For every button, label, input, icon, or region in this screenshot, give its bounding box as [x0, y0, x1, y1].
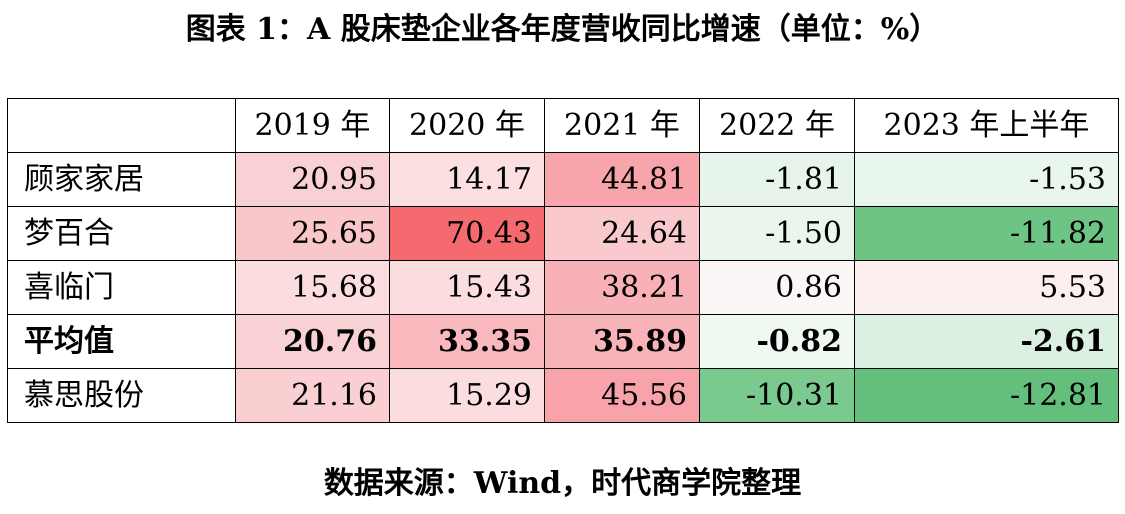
table-body: 顾家家居 20.95 14.17 44.81 -1.81 -1.53 梦百合 25.65 70.…: [7, 152, 1119, 423]
table-cell: 15.68: [235, 260, 390, 315]
table-cell: 45.56: [544, 368, 700, 423]
table-cell: 15.43: [389, 260, 545, 315]
table-cell: 35.89: [544, 314, 700, 369]
table-cell: 5.53: [854, 260, 1119, 315]
header-2022: 2022 年: [699, 98, 855, 153]
table-cell: -0.82: [699, 314, 855, 369]
row-label: 平均值: [7, 314, 236, 369]
header-2023h1: 2023 年上半年: [854, 98, 1119, 153]
table-cell: 21.16: [235, 368, 390, 423]
table-cell: -10.31: [699, 368, 855, 423]
table-cell: -2.61: [854, 314, 1119, 369]
data-source-note: 数据来源：Wind，时代商学院整理: [323, 466, 802, 501]
header-corner: [7, 98, 236, 153]
table-cell: 20.76: [235, 314, 390, 369]
table-cell: 44.81: [544, 152, 700, 207]
table-cell: 25.65: [235, 206, 390, 261]
table-cell: 70.43: [389, 206, 545, 261]
row-label: 慕思股份: [7, 368, 236, 423]
chart-title: 图表 1：A 股床垫企业各年度营收同比增速（单位：%）: [185, 12, 940, 47]
table-row: 平均值 20.76 33.35 35.89 -0.82 -2.61: [7, 314, 1119, 369]
table-row: 梦百合 25.65 70.43 24.64 -1.50 -11.82: [7, 206, 1119, 261]
table-cell: -1.50: [699, 206, 855, 261]
table-row: 喜临门 15.68 15.43 38.21 0.86 5.53: [7, 260, 1119, 315]
header-2020: 2020 年: [389, 98, 545, 153]
row-label: 梦百合: [7, 206, 236, 261]
table-cell: 15.29: [389, 368, 545, 423]
table-cell: 24.64: [544, 206, 700, 261]
table-cell: -12.81: [854, 368, 1119, 423]
header-2019: 2019 年: [235, 98, 390, 153]
header-2021: 2021 年: [544, 98, 700, 153]
table-header-row: 2019 年 2020 年 2021 年 2022 年 2023 年上半年: [7, 98, 1119, 153]
table-row: 顾家家居 20.95 14.17 44.81 -1.81 -1.53: [7, 152, 1119, 207]
table-cell: 0.86: [699, 260, 855, 315]
table-cell: 33.35: [389, 314, 545, 369]
table-cell: 14.17: [389, 152, 545, 207]
table-cell: 38.21: [544, 260, 700, 315]
table-cell: -1.53: [854, 152, 1119, 207]
table-cell: 20.95: [235, 152, 390, 207]
table-cell: -1.81: [699, 152, 855, 207]
table-row: 慕思股份 21.16 15.29 45.56 -10.31 -12.81: [7, 368, 1119, 423]
row-label: 顾家家居: [7, 152, 236, 207]
row-label: 喜临门: [7, 260, 236, 315]
growth-table: 2019 年 2020 年 2021 年 2022 年 2023 年上半年 顾家…: [7, 98, 1119, 423]
table-cell: -11.82: [854, 206, 1119, 261]
